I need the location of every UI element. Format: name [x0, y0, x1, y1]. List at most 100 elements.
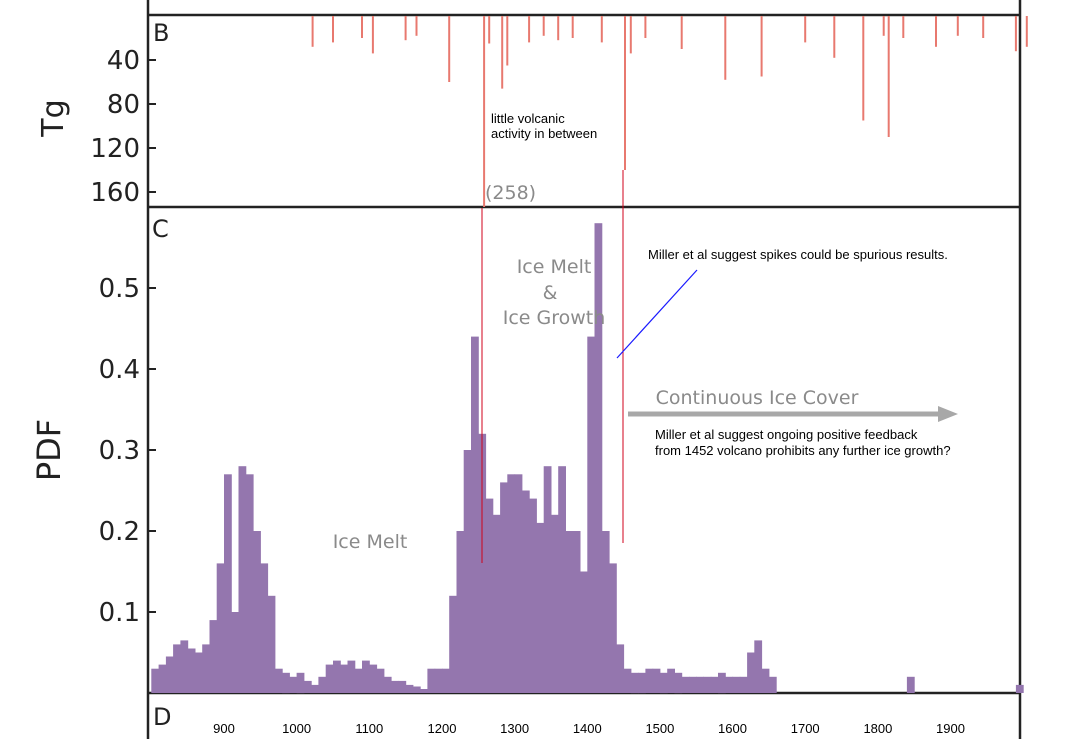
pdf-bar — [681, 676, 690, 693]
pdf-bar — [354, 668, 363, 693]
pdf-bar — [500, 482, 508, 693]
pdf-bar — [216, 563, 225, 693]
ytick-label-b: 80 — [107, 90, 140, 120]
pdf-bar — [398, 680, 407, 693]
pdf-bar — [194, 652, 203, 693]
pdf-bar — [376, 668, 385, 693]
pdf-bar — [427, 668, 436, 693]
note-volcanic-line1: little volcanic — [491, 111, 565, 126]
note-feedback-line2: from 1452 volcano prohibits any further … — [655, 443, 951, 458]
pdf-bar — [282, 672, 290, 694]
panel-c-bars — [151, 223, 1024, 694]
xtick-label: 1400 — [573, 721, 602, 736]
pdf-bar — [739, 676, 748, 693]
pdf-bar — [674, 672, 683, 694]
pdf-bar — [645, 668, 654, 693]
pdf-bar — [325, 664, 334, 693]
pdf-bar — [747, 652, 755, 693]
xtick-label: 1800 — [863, 721, 892, 736]
pdf-bar — [718, 672, 726, 694]
pdf-bar — [536, 522, 545, 693]
xtick-label: 1900 — [936, 721, 965, 736]
label-ice-melt-top: Ice Melt — [517, 256, 592, 278]
ytick-label-c: 0.3 — [99, 436, 140, 466]
pdf-bar — [565, 531, 574, 693]
pdf-bar — [456, 531, 465, 693]
pdf-bar — [616, 644, 625, 693]
xtick-label: 1000 — [282, 721, 311, 736]
pdf-bar — [507, 474, 516, 693]
pdf-bar — [754, 640, 763, 693]
pdf-bar — [318, 676, 327, 693]
pdf-bar — [253, 531, 261, 693]
pdf-bar — [514, 474, 523, 693]
pdf-bar — [347, 660, 356, 693]
pdf-bar — [311, 684, 319, 693]
pdf-bar — [521, 490, 530, 693]
xtick-label: 1300 — [500, 721, 529, 736]
pdf-bar — [659, 672, 668, 694]
pdf-bar — [463, 450, 472, 693]
ytick-label-b: 40 — [107, 46, 140, 76]
pdf-bar — [260, 563, 269, 693]
pdf-bar — [333, 660, 341, 693]
pdf-bar — [710, 676, 719, 693]
pdf-bar — [703, 676, 712, 693]
pdf-bar — [696, 676, 704, 693]
pdf-bar — [609, 563, 617, 693]
pdf-bar — [289, 676, 298, 693]
panel-letter-b: B — [153, 19, 169, 47]
pdf-bar — [594, 223, 603, 693]
pdf-bar — [689, 676, 697, 693]
ytick-label-c: 0.5 — [99, 274, 140, 304]
pdf-bar — [485, 498, 494, 693]
pdf-bar — [601, 531, 610, 693]
pdf-bar — [434, 668, 443, 693]
pdf-bar — [906, 676, 915, 693]
pdf-bar — [543, 466, 552, 693]
xtick-label: 1200 — [428, 721, 457, 736]
pdf-bar — [442, 668, 450, 693]
pdf-bar — [558, 466, 566, 693]
xtick-label: 1700 — [791, 721, 820, 736]
note-volcanic-line2: activity in between — [491, 126, 597, 141]
pdf-bar — [165, 656, 174, 693]
pdf-bar — [652, 668, 661, 693]
pdf-bar — [391, 680, 399, 693]
pdf-bar — [340, 664, 348, 693]
pdf-bar — [572, 531, 581, 693]
pdf-bar — [274, 668, 283, 693]
ytick-label-c: 0.4 — [99, 355, 140, 385]
pdf-bar — [638, 672, 646, 694]
pdf-bar — [761, 668, 770, 693]
pdf-bar — [405, 684, 414, 693]
xtick-label: 1100 — [355, 721, 383, 736]
annotation-258: (258) — [485, 182, 536, 204]
pdf-bar — [362, 660, 370, 693]
pdf-bar — [725, 676, 734, 693]
continuous-arrow — [628, 406, 958, 422]
panel-letter-d: D — [153, 703, 171, 731]
ytick-label-b: 160 — [90, 178, 140, 208]
panel-c-ticks: 0.1 0.2 0.3 0.4 0.5 — [99, 274, 156, 628]
pdf-bar — [202, 644, 210, 693]
note-feedback-line1: Miller et al suggest ongoing positive fe… — [655, 427, 918, 442]
panel-b-bars — [311, 16, 1028, 207]
pdf-bar — [187, 648, 196, 693]
pdf-bar — [224, 474, 232, 693]
ylabel-b: Tg — [36, 99, 71, 137]
pdf-bar — [238, 466, 247, 693]
pdf-bar — [180, 640, 189, 693]
pointer-line — [616, 269, 698, 359]
panel-letter-c: C — [152, 215, 169, 243]
pdf-bar — [267, 595, 276, 693]
pdf-bar — [173, 644, 181, 693]
pdf-bar — [296, 672, 305, 694]
panel-d-ticks: 900 1000 1100 1200 1300 1400 1500 1600 1700 1800 1… — [213, 721, 965, 736]
pdf-bar — [630, 672, 639, 694]
label-ice-melt-left: Ice Melt — [333, 531, 408, 553]
pdf-bar — [623, 668, 632, 693]
pdf-bar — [587, 336, 596, 693]
pdf-bar — [478, 433, 487, 693]
